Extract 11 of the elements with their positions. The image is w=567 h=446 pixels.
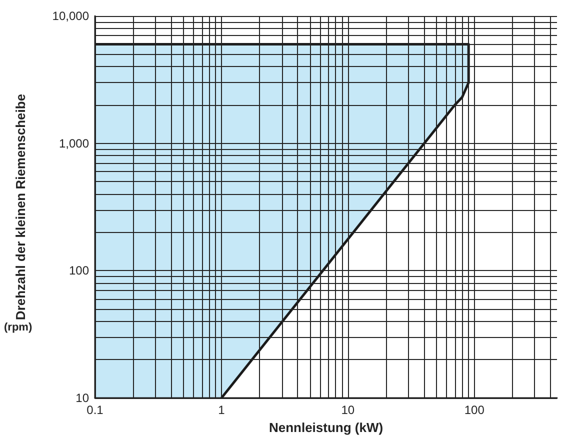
y-tick-label: 100 bbox=[68, 264, 90, 278]
x-tick-label: 100 bbox=[464, 403, 485, 417]
y-tick-label: 1,000 bbox=[58, 136, 90, 150]
text: (rpm) bbox=[4, 322, 32, 334]
x-tick-label: 1 bbox=[218, 403, 226, 417]
y-tick-label: 10 bbox=[76, 391, 90, 405]
x-tick-label: 10 bbox=[341, 403, 355, 417]
x-axis-title: Nennleistung (kW) bbox=[268, 420, 384, 435]
y-tick-label: 10,000 bbox=[52, 9, 90, 23]
y-axis-title: Drehzahl der kleinen Riemenscheibe bbox=[13, 94, 28, 320]
x-tick-label: 0.1 bbox=[86, 403, 104, 417]
